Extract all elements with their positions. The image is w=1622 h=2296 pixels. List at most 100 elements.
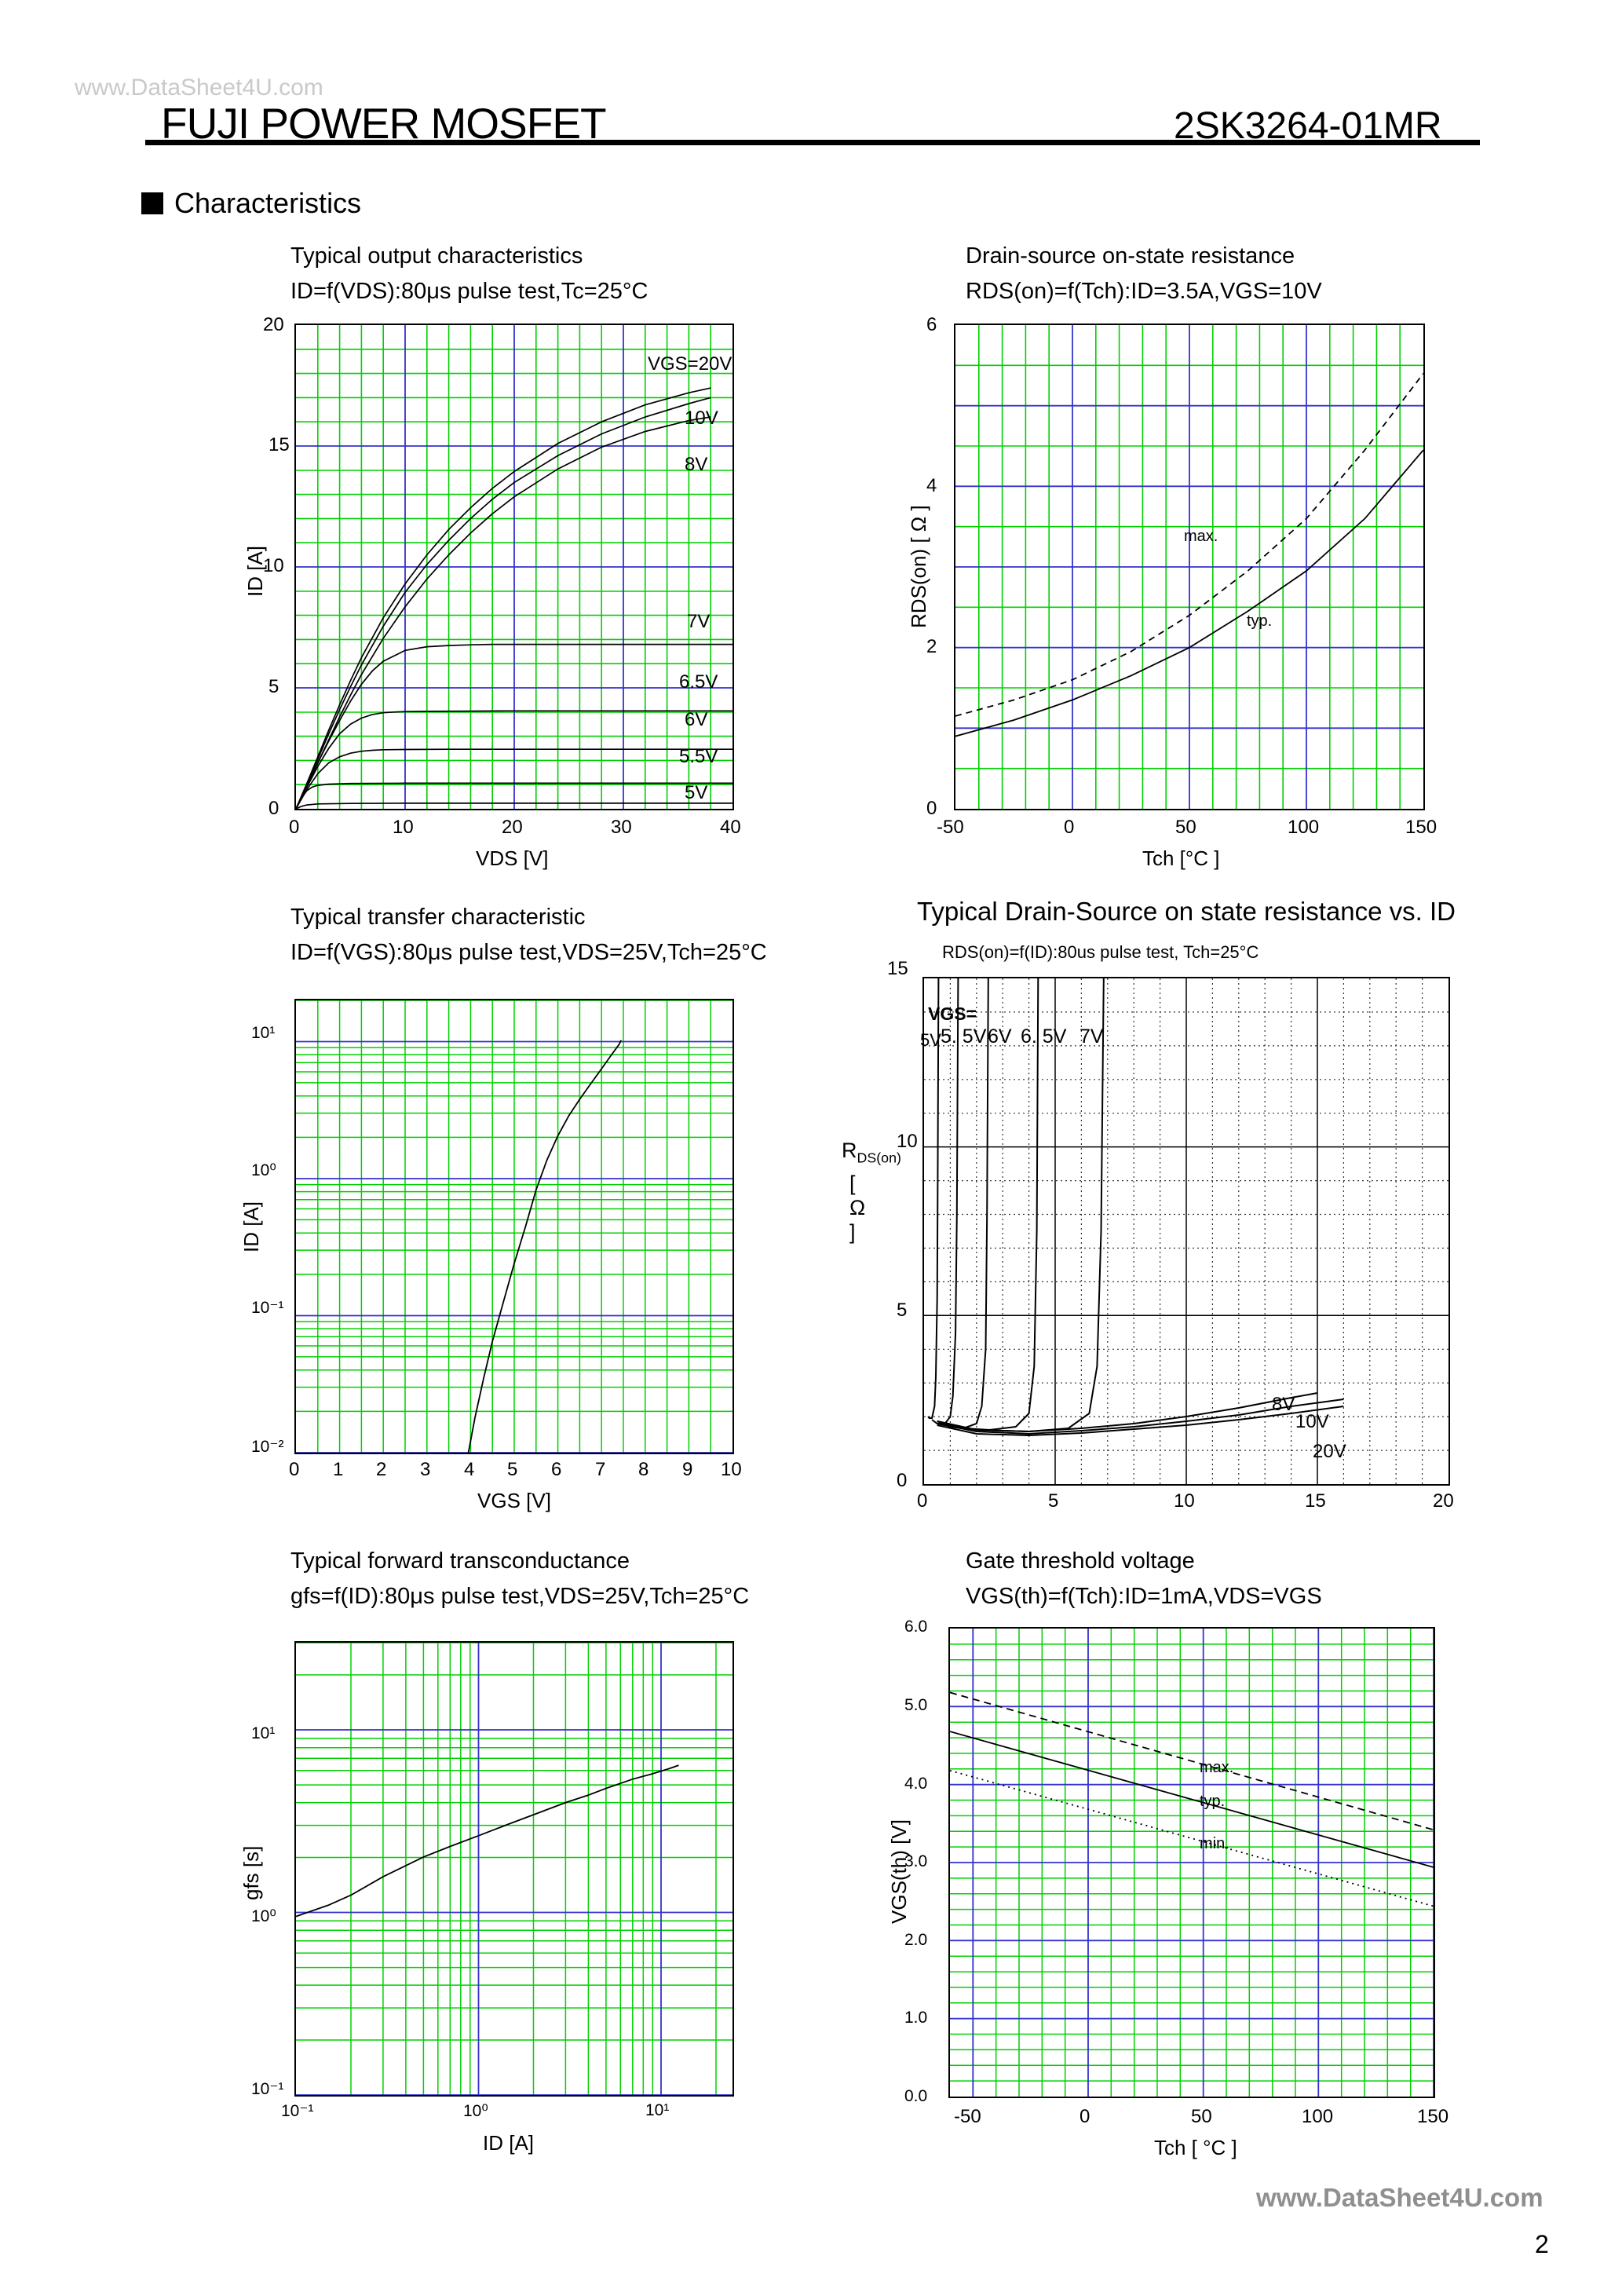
chart-subtitle: RDS(on)=f(ID):80us pulse test, Tch=25°C bbox=[942, 942, 1259, 962]
chart-title: Typical transfer characteristic bbox=[290, 905, 586, 930]
x-tick-rds-tch: 100 bbox=[1288, 817, 1320, 838]
top-label-7v: 7V bbox=[1080, 1026, 1104, 1047]
watermark-top: www.DataSheet4U.com bbox=[75, 75, 323, 101]
x-tick-transfer: 0 bbox=[289, 1459, 300, 1480]
y-axis-label-rds-id-unit: [ Ω ] bbox=[849, 1172, 866, 1244]
plot-area-rds-id bbox=[922, 977, 1450, 1486]
x-tick-rds-tch: 50 bbox=[1175, 817, 1196, 838]
top-label-5-5v: 5. 5V bbox=[941, 1026, 987, 1047]
y-axis-label-transconductance: gfs [s] bbox=[239, 1845, 263, 1900]
x-tick-output: 30 bbox=[611, 817, 632, 838]
x-axis-label-transfer: VGS [V] bbox=[477, 1489, 551, 1512]
chart-subtitle: ID=f(VDS):80μs pulse test,Tc=25°C bbox=[290, 279, 648, 304]
y-tick-vgsth: 4.0 bbox=[904, 1775, 928, 1793]
chart-title: Typical Drain-Source on state resistance… bbox=[917, 897, 1456, 926]
x-tick-transfer: 9 bbox=[682, 1459, 693, 1480]
y-tick-rds-id: 5 bbox=[897, 1300, 908, 1321]
x-tick-transfer: 10 bbox=[721, 1459, 742, 1480]
x-tick-transfer: 4 bbox=[464, 1459, 475, 1480]
x-tick-transfer: 7 bbox=[595, 1459, 606, 1480]
y-axis-label-transfer: ID [A] bbox=[239, 1201, 263, 1252]
chart-title: Gate threshold voltage bbox=[966, 1548, 1195, 1574]
y-tick-transfer: 10⁻² bbox=[251, 1438, 284, 1456]
top-label-5v: 5V bbox=[920, 1030, 941, 1050]
annotation-typ: typ. bbox=[1247, 612, 1273, 630]
x-tick-rds-tch: -50 bbox=[937, 817, 964, 838]
y-tick-vgsth: 6.0 bbox=[904, 1618, 928, 1636]
x-tick-transfer: 8 bbox=[638, 1459, 649, 1480]
y-tick-vgsth: 3.0 bbox=[904, 1852, 928, 1870]
y-tick-rds-tch: 2 bbox=[926, 636, 937, 657]
y-tick-output: 15 bbox=[269, 434, 290, 455]
x-tick-output: 0 bbox=[289, 817, 300, 838]
x-tick-rds-id: 10 bbox=[1174, 1490, 1195, 1512]
x-tick-output: 40 bbox=[720, 817, 741, 838]
y-tick-output: 5 bbox=[269, 676, 279, 697]
chart-rds-vs-tch-titles: Drain-source on-state resistance RDS(on)… bbox=[966, 243, 1322, 305]
y-axis-label-vgsth: VGS(th) [V] bbox=[887, 1819, 911, 1924]
curve-label-5-5v: 5.5V bbox=[679, 746, 718, 767]
x-tick-rds-id: 15 bbox=[1305, 1490, 1326, 1512]
y-tick-transfer: 10¹ bbox=[251, 1024, 276, 1042]
x-tick-vgsth: -50 bbox=[954, 2106, 981, 2127]
y-tick-output: 10 bbox=[263, 555, 284, 576]
chart-output-characteristics-titles: Typical output characteristics ID=f(VDS)… bbox=[290, 243, 648, 305]
plot-area-rds-tch bbox=[954, 324, 1425, 810]
y-axis-label-rds-id: RDS(on) bbox=[842, 1139, 901, 1166]
y-tick-transconductance: 10⁻¹ bbox=[251, 2080, 284, 2098]
x-tick-vgsth: 50 bbox=[1191, 2106, 1212, 2127]
plot-area-transfer bbox=[294, 999, 734, 1454]
annotation-max: max. bbox=[1200, 1759, 1234, 1776]
y-tick-vgsth: 0.0 bbox=[904, 2087, 928, 2105]
x-tick-rds-tch: 0 bbox=[1064, 817, 1075, 838]
chart-transfer-titles: Typical transfer characteristic ID=f(VGS… bbox=[290, 905, 767, 966]
x-tick-transconductance: 10¹ bbox=[645, 2101, 670, 2119]
plot-area-output bbox=[294, 324, 734, 810]
curve-label-7v: 7V bbox=[687, 611, 711, 632]
chart-subtitle: VGS(th)=f(Tch):ID=1mA,VDS=VGS bbox=[966, 1584, 1322, 1609]
chart-rds-vs-id-title: Typical Drain-Source on state resistance… bbox=[917, 897, 1456, 927]
x-axis-label-output: VDS [V] bbox=[476, 846, 549, 870]
y-tick-rds-id: 0 bbox=[897, 1470, 908, 1491]
chart-title: Drain-source on-state resistance bbox=[966, 243, 1295, 269]
y-tick-rds-tch: 0 bbox=[926, 798, 937, 819]
curve-label-8v: 8V bbox=[1272, 1394, 1295, 1415]
chart-vgsth-titles: Gate threshold voltage VGS(th)=f(Tch):ID… bbox=[966, 1548, 1322, 1610]
curve-label-6v: 6V bbox=[685, 709, 708, 730]
y-tick-vgsth: 5.0 bbox=[904, 1696, 928, 1714]
x-tick-transfer: 1 bbox=[333, 1459, 344, 1480]
vgs-header-label: VGS= bbox=[928, 1004, 977, 1024]
chart-subtitle: ID=f(VGS):80μs pulse test,VDS=25V,Tch=25… bbox=[290, 940, 767, 965]
y-axis-label-rds-tch: RDS(on) [ Ω ] bbox=[907, 505, 930, 628]
annotation-typ: typ. bbox=[1200, 1793, 1226, 1810]
chart-rds-vs-id-subtitle: RDS(on)=f(ID):80us pulse test, Tch=25°C bbox=[942, 934, 1259, 963]
curve-label-6-5v: 6.5V bbox=[679, 671, 718, 693]
x-tick-output: 10 bbox=[393, 817, 414, 838]
x-tick-transfer: 2 bbox=[376, 1459, 387, 1480]
header-divider bbox=[145, 140, 1480, 145]
y-tick-vgsth: 2.0 bbox=[904, 1931, 928, 1949]
x-axis-label-transconductance: ID [A] bbox=[483, 2131, 535, 2155]
x-axis-label-vgsth: Tch [ °C ] bbox=[1154, 2136, 1237, 2159]
y-tick-rds-id: 15 bbox=[887, 958, 908, 979]
y-tick-output: 0 bbox=[269, 798, 279, 819]
y-tick-transconductance: 10¹ bbox=[251, 1724, 276, 1742]
x-tick-rds-id: 0 bbox=[917, 1490, 928, 1512]
x-tick-transconductance: 10⁰ bbox=[463, 2102, 488, 2120]
y-tick-rds-tch: 6 bbox=[926, 314, 937, 335]
curve-label-vgs-20v: VGS=20V bbox=[648, 353, 732, 375]
y-tick-rds-id: 10 bbox=[897, 1131, 918, 1152]
y-tick-transfer: 10⁻¹ bbox=[251, 1299, 284, 1317]
x-tick-transconductance: 10⁻¹ bbox=[281, 2102, 314, 2120]
x-tick-vgsth: 100 bbox=[1302, 2106, 1334, 2127]
y-axis-label-output: ID [A] bbox=[243, 545, 267, 597]
plot-area-vgsth bbox=[948, 1627, 1435, 2098]
x-tick-transfer: 3 bbox=[420, 1459, 431, 1480]
y-tick-transconductance: 10⁰ bbox=[251, 1907, 276, 1925]
x-tick-vgsth: 150 bbox=[1417, 2106, 1449, 2127]
annotation-min: min. bbox=[1200, 1835, 1229, 1852]
section-heading-label: Characteristics bbox=[174, 187, 362, 219]
watermark-bottom: www.DataSheet4U.com bbox=[1256, 2183, 1543, 2212]
curve-label-5v: 5V bbox=[685, 782, 708, 803]
x-axis-label-rds-tch: Tch [°C ] bbox=[1142, 846, 1220, 870]
